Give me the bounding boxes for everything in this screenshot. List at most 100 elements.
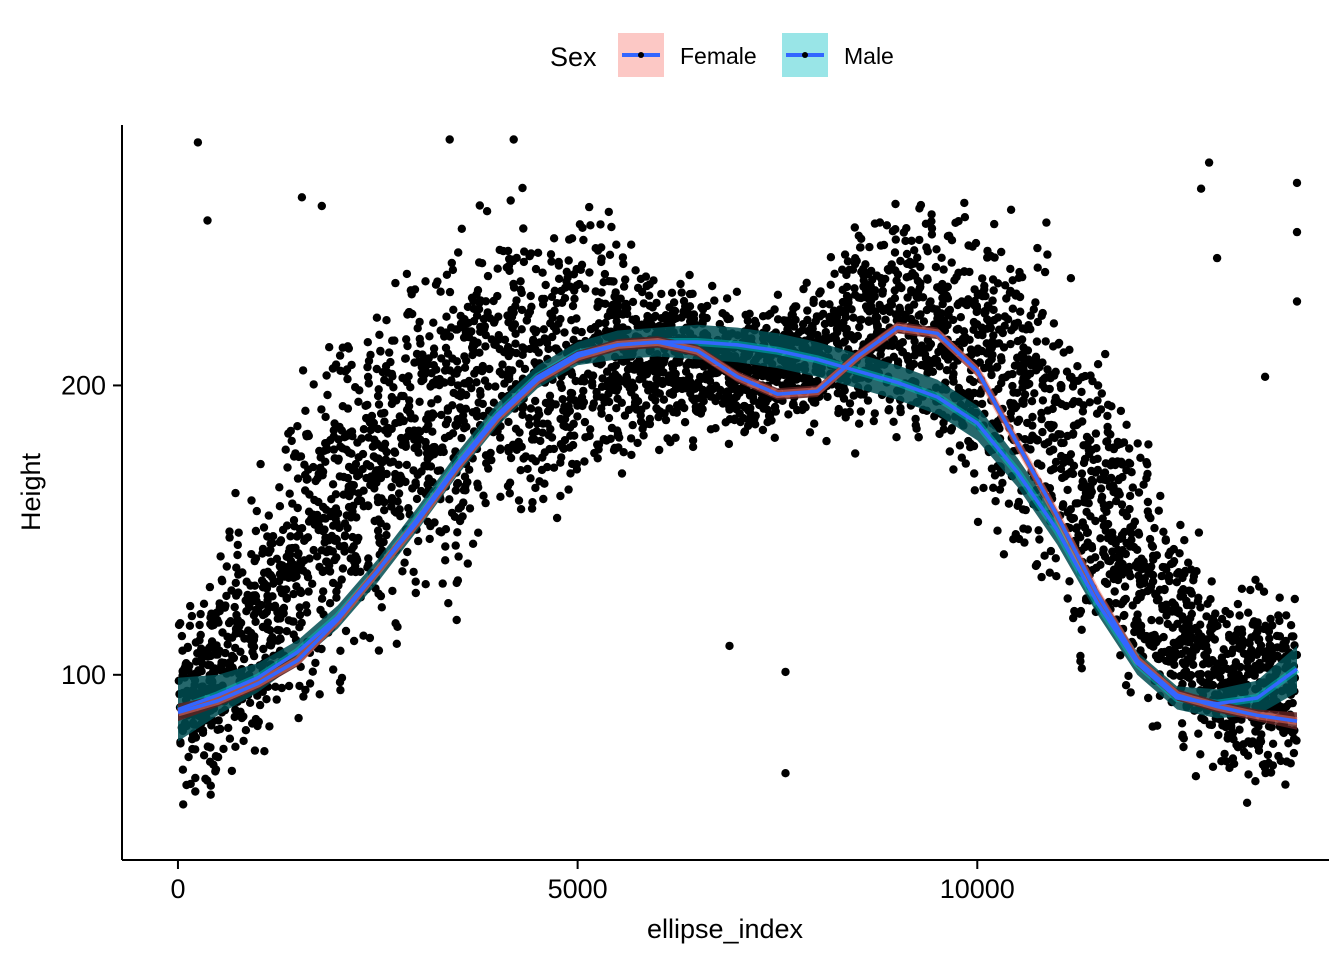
scatter-point — [755, 400, 764, 410]
scatter-point — [198, 652, 208, 662]
scatter-point — [219, 744, 228, 754]
scatter-point — [398, 567, 407, 576]
scatter-point — [356, 567, 365, 576]
scatter-point — [554, 261, 564, 270]
scatter-point — [515, 359, 524, 368]
scatter-point — [275, 483, 284, 492]
scatter-point — [479, 491, 488, 500]
scatter-point — [1008, 304, 1017, 313]
scatter-point — [1184, 637, 1194, 647]
scatter-point — [252, 506, 261, 516]
scatter-point — [718, 309, 727, 318]
scatter-point — [421, 437, 430, 447]
scatter-point — [289, 516, 299, 525]
scatter-point — [245, 698, 255, 707]
scatter-point — [195, 620, 204, 630]
scatter-point — [472, 290, 481, 299]
scatter-point — [838, 265, 847, 274]
scatter-point — [372, 466, 382, 475]
scatter-point — [410, 435, 419, 444]
scatter-point — [1240, 747, 1249, 757]
outlier-point — [1196, 184, 1206, 193]
scatter-point — [429, 344, 439, 353]
scatter-point — [1046, 424, 1056, 433]
scatter-point — [921, 219, 931, 228]
scatter-point — [900, 315, 909, 324]
scatter-point — [374, 385, 383, 394]
scatter-point — [354, 453, 363, 462]
legend-title: Sex — [550, 42, 597, 72]
scatter-point — [195, 636, 204, 645]
scatter-point — [885, 405, 894, 414]
scatter-point — [685, 270, 694, 280]
scatter-point — [511, 424, 521, 433]
scatter-point — [402, 269, 412, 279]
scatter-point — [1194, 729, 1203, 738]
scatter-point — [942, 283, 951, 292]
x-tick-label: 5000 — [548, 874, 608, 904]
scatter-point — [370, 484, 379, 493]
scatter-point — [454, 552, 463, 561]
scatter-point — [652, 388, 662, 397]
scatter-point — [916, 279, 925, 288]
scatter-point — [520, 364, 530, 374]
scatter-point — [380, 408, 389, 418]
scatter-point — [445, 495, 454, 504]
scatter-point — [569, 270, 579, 279]
scatter-point — [638, 287, 647, 297]
scatter-point — [876, 350, 885, 359]
scatter-point — [1038, 358, 1047, 367]
scatter-point — [667, 288, 677, 297]
scatter-point — [359, 631, 368, 640]
scatter-point — [1204, 659, 1214, 668]
scatter-point — [337, 426, 346, 435]
scatter-point — [1182, 596, 1191, 606]
scatter-point — [686, 317, 695, 326]
scatter-point — [405, 308, 414, 317]
scatter-point — [441, 343, 451, 353]
scatter-point — [531, 328, 540, 337]
scatter-point — [288, 499, 297, 508]
scatter-point — [559, 421, 568, 430]
scatter-point — [507, 255, 516, 264]
scatter-point — [423, 517, 432, 526]
scatter-point — [518, 350, 527, 359]
scatter-point — [945, 447, 954, 456]
scatter-point — [1229, 667, 1238, 676]
scatter-point — [473, 479, 482, 488]
scatter-point — [444, 599, 453, 608]
scatter-point — [1233, 599, 1243, 609]
scatter-point — [1214, 730, 1223, 740]
scatter-point — [870, 409, 879, 418]
scatter-point — [325, 599, 335, 608]
scatter-point — [369, 476, 378, 486]
scatter-point — [661, 314, 670, 324]
scatter-point — [1110, 587, 1119, 596]
scatter-point — [1033, 263, 1042, 272]
scatter-point — [892, 433, 901, 442]
scatter-point — [807, 330, 816, 339]
scatter-point — [864, 317, 873, 326]
scatter-point — [487, 335, 496, 344]
scatter-point — [273, 614, 282, 623]
scatter-point — [677, 288, 686, 297]
scatter-point — [1180, 631, 1190, 640]
scatter-point — [1238, 640, 1247, 649]
scatter-point — [255, 700, 265, 710]
scatter-point — [456, 311, 465, 321]
scatter-point — [1066, 274, 1076, 283]
scatter-point — [1244, 608, 1253, 617]
scatter-point — [365, 633, 375, 643]
scatter-point — [1265, 641, 1274, 650]
scatter-point — [610, 292, 619, 301]
scatter-point — [252, 605, 261, 614]
scatter-point — [830, 269, 839, 278]
scatter-point — [1188, 653, 1197, 662]
scatter-point — [301, 406, 310, 415]
scatter-point — [591, 287, 600, 296]
scatter-point — [436, 466, 445, 475]
scatter-point — [997, 379, 1006, 388]
scatter-point — [263, 624, 272, 634]
scatter-point — [207, 609, 216, 618]
scatter-point — [527, 454, 537, 463]
